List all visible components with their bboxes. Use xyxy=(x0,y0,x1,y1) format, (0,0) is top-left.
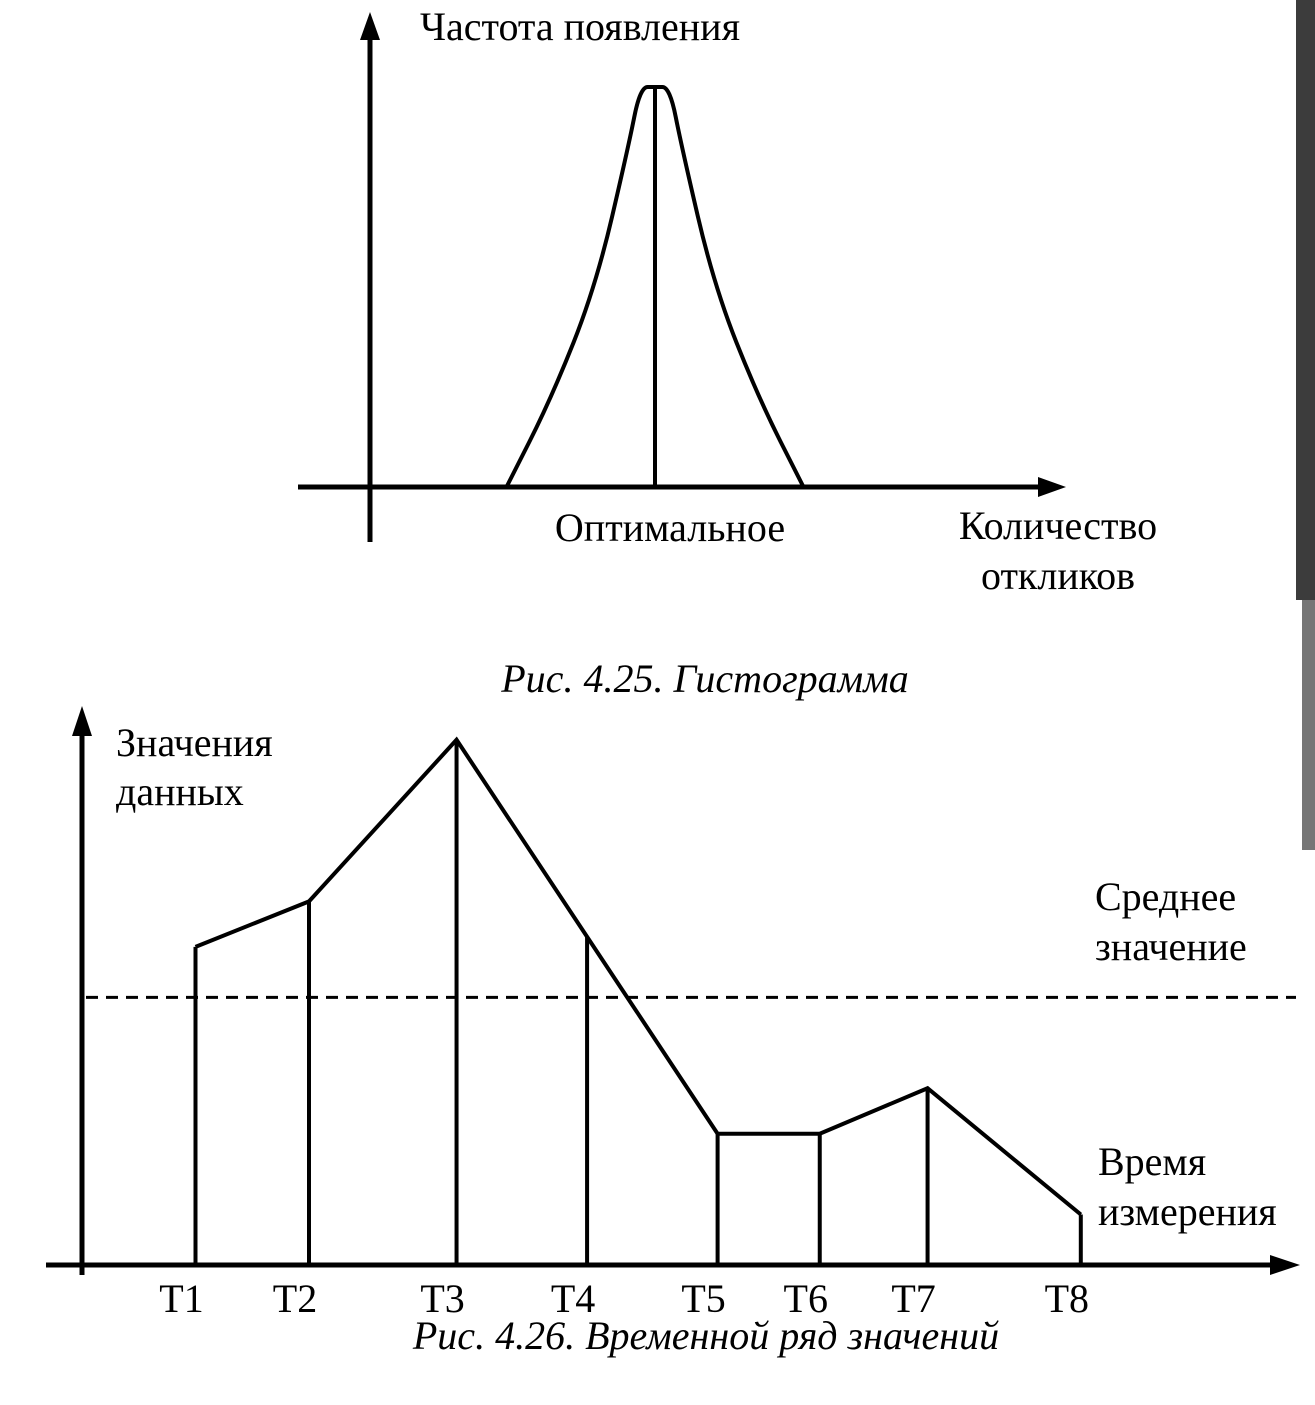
hist-y-axis-label: Частота появления xyxy=(420,4,740,49)
ts-drop-lines xyxy=(193,739,1083,1265)
ts-x-axis-label-line2: измерения xyxy=(1098,1189,1277,1234)
ts-tick-label-t3: T3 xyxy=(420,1276,464,1321)
ts-x-axis xyxy=(46,1255,1300,1275)
ts-tick-label-t6: T6 xyxy=(784,1276,828,1321)
hist-x-axis-label-line1: Количество xyxy=(959,503,1157,548)
hist-caption: Рис. 4.25. Гистограмма xyxy=(500,656,908,701)
ts-tick-label-t8: T8 xyxy=(1045,1276,1089,1321)
page-edge-shadow xyxy=(1296,0,1315,850)
hist-y-axis xyxy=(360,12,380,542)
ts-series-line xyxy=(194,736,1083,1217)
ts-y-axis-label-line1: Значения xyxy=(116,720,273,765)
ts-y-axis xyxy=(72,706,92,1275)
ts-caption: Рис. 4.26. Временной ряд значений xyxy=(412,1313,999,1358)
ts-tick-label-t5: T5 xyxy=(681,1276,725,1321)
ts-x-axis-label-line1: Время xyxy=(1098,1139,1206,1184)
hist-x-axis-label-line2: откликов xyxy=(981,553,1135,598)
histogram-chart: Частота появления Оптимальное Количество… xyxy=(298,4,1157,701)
ts-tick-label-t7: T7 xyxy=(891,1276,935,1321)
ts-tick-label-t2: T2 xyxy=(273,1276,317,1321)
ts-tick-labels: T1 T2 T3 T4 T5 T6 T7 T8 xyxy=(159,1276,1089,1321)
ts-mean-label-line2: значение xyxy=(1095,924,1247,969)
hist-distribution-curve xyxy=(505,85,805,487)
ts-tick-label-t1: T1 xyxy=(159,1276,203,1321)
timeseries-chart: T1 T2 T3 T4 T5 T6 T7 T8 Значения данных Среднее… xyxy=(46,706,1300,1358)
ts-mean-label-line1: Среднее xyxy=(1095,874,1236,919)
ts-y-axis-label-line2: данных xyxy=(116,769,244,814)
hist-x-axis xyxy=(298,477,1066,497)
ts-tick-label-t4: T4 xyxy=(551,1276,595,1321)
hist-center-label: Оптимальное xyxy=(555,505,785,550)
